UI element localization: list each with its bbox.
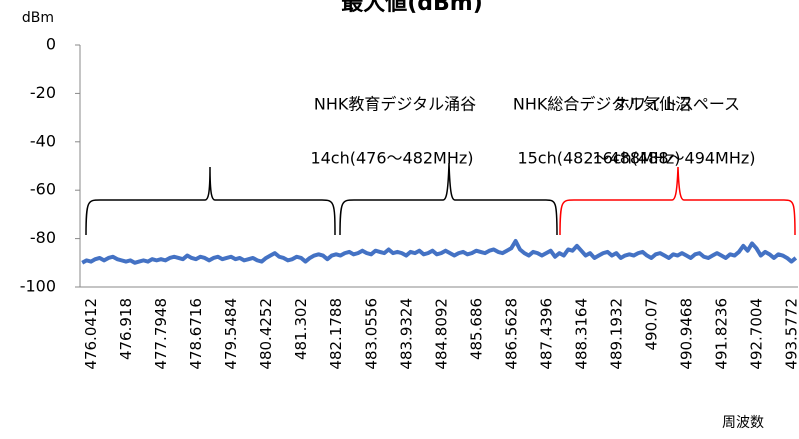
brace [339, 162, 558, 236]
x-tick-label: 483.9324 [397, 298, 415, 370]
annotation: NHK教育デジタル涌谷 [314, 95, 476, 114]
x-axis-label: 周波数 [722, 415, 764, 431]
y-tick-label: -40 [30, 131, 56, 150]
x-tick-label: 476.918 [117, 298, 135, 360]
x-tick-label: 476.0412 [82, 298, 100, 370]
x-tick-label: 490.9468 [677, 298, 695, 370]
x-tick-label: 489.1932 [607, 298, 625, 370]
x-tick-label: 492.7004 [748, 298, 766, 370]
x-tick-label: 477.7948 [152, 298, 170, 370]
x-tick-label: 485.686 [467, 298, 485, 360]
annotation: 16ch(488～494MHz) [592, 149, 755, 168]
x-tick-label: 484.8092 [432, 298, 450, 370]
annotation: NHK総合デジタル気仙沼 [513, 95, 691, 114]
x-tick-label: 479.5484 [222, 298, 240, 370]
x-tick-label: 482.1788 [327, 298, 345, 370]
x-tick-label: 481.302 [292, 298, 310, 360]
x-tick-label: 490.07 [642, 298, 660, 351]
y-tick-label: -100 [20, 277, 56, 296]
y-tick-label: -80 [30, 228, 56, 247]
brace [85, 166, 336, 236]
y-axis-label: dBm [22, 10, 54, 26]
x-tick-label: 480.4252 [257, 298, 275, 370]
annotation: 15ch(482～488MHz) [517, 149, 680, 168]
x-tick-label: 483.0556 [362, 298, 380, 370]
braces [85, 162, 796, 236]
annotation: 14ch(476～482MHz) [310, 149, 473, 168]
data-line [81, 239, 798, 265]
y-tick-label: -20 [30, 83, 56, 102]
chart-title: 最大値(dBm) [341, 0, 483, 16]
brace [559, 166, 796, 236]
x-tick-label: 487.4396 [537, 298, 555, 370]
annotation: ホワイトスペース [614, 95, 740, 114]
y-tick-label: -60 [30, 180, 56, 199]
x-tick-label: 493.5772 [783, 298, 799, 370]
y-tick-label: 0 [46, 35, 56, 54]
x-tick-label: 488.3164 [572, 298, 590, 370]
x-tick-label: 491.8236 [713, 298, 731, 370]
x-tick-label: 486.5628 [502, 298, 520, 370]
x-tick-label: 478.6716 [187, 298, 205, 370]
